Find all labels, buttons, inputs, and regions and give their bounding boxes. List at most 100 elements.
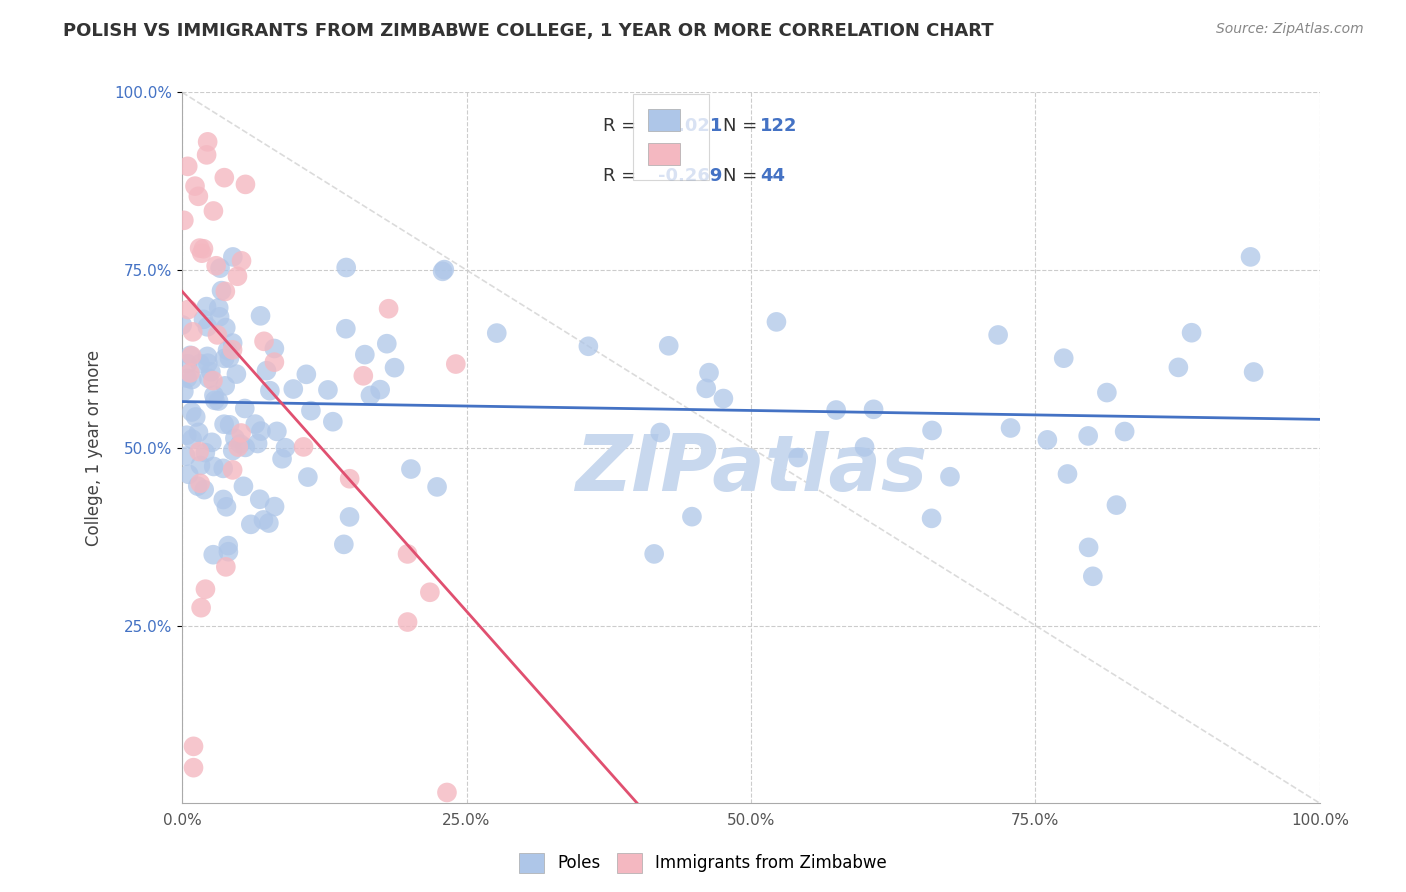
Point [1114, 425, 1136, 439]
Point [252, 513, 274, 527]
Point [226, 269, 249, 284]
Point [862, 402, 884, 417]
Point [173, 384, 195, 399]
Point [274, 441, 297, 455]
Point [225, 367, 247, 381]
Point [180, 349, 202, 363]
Point [245, 417, 267, 431]
Point [195, 350, 218, 364]
Point [322, 415, 344, 429]
Point [295, 368, 318, 382]
Legend: Poles, Immigrants from Zimbabwe: Poles, Immigrants from Zimbabwe [512, 847, 894, 880]
Point [221, 343, 243, 357]
Point [214, 285, 236, 299]
Point [399, 462, 422, 476]
Point [231, 253, 253, 268]
Point [1056, 467, 1078, 481]
Point [212, 417, 235, 432]
Point [229, 437, 252, 451]
Point [200, 365, 222, 379]
Point [1077, 429, 1099, 443]
Point [222, 443, 245, 458]
Point [697, 366, 720, 380]
Point [214, 379, 236, 393]
Text: -0.021: -0.021 [658, 117, 723, 136]
Point [194, 582, 217, 597]
Point [180, 405, 202, 419]
Point [765, 315, 787, 329]
Point [1181, 326, 1204, 340]
Point [1036, 433, 1059, 447]
Point [1167, 360, 1189, 375]
Point [193, 312, 215, 326]
Point [201, 435, 224, 450]
Point [208, 301, 231, 315]
Point [187, 425, 209, 440]
Point [197, 356, 219, 370]
Point [184, 409, 207, 424]
Point [202, 204, 225, 219]
Point [208, 310, 231, 324]
Point [257, 516, 280, 530]
Point [485, 326, 508, 340]
Point [695, 381, 717, 395]
Point [335, 260, 357, 275]
Text: Source: ZipAtlas.com: Source: ZipAtlas.com [1216, 22, 1364, 37]
Point [207, 394, 229, 409]
Point [226, 440, 249, 454]
Point [183, 761, 205, 775]
Point [187, 479, 209, 493]
Point [1081, 569, 1104, 583]
Point [215, 320, 238, 334]
Point [353, 348, 375, 362]
Point [190, 458, 212, 473]
Point [188, 241, 211, 255]
Point [188, 357, 211, 371]
Point [246, 436, 269, 450]
Point [375, 336, 398, 351]
Point [180, 373, 202, 387]
Point [335, 322, 357, 336]
Point [217, 545, 239, 559]
Point [207, 327, 229, 342]
Point [202, 459, 225, 474]
Point [211, 284, 233, 298]
Point [271, 451, 294, 466]
Point [212, 492, 235, 507]
Point [221, 336, 243, 351]
Text: R =: R = [603, 117, 643, 136]
Point [921, 511, 943, 525]
Point [232, 479, 254, 493]
Point [214, 351, 236, 366]
Text: 44: 44 [761, 167, 785, 185]
Point [249, 309, 271, 323]
Point [1053, 351, 1076, 366]
Point [218, 351, 240, 365]
Point [299, 403, 322, 417]
Text: N =: N = [723, 117, 762, 136]
Point [368, 383, 391, 397]
Point [198, 371, 221, 385]
Point [188, 476, 211, 491]
Point [921, 424, 943, 438]
Text: ZIPatlas: ZIPatlas [575, 431, 927, 508]
Point [259, 384, 281, 398]
Text: R =: R = [603, 167, 643, 185]
Point [209, 261, 232, 276]
Point [253, 334, 276, 349]
Point [853, 440, 876, 454]
Point [1095, 385, 1118, 400]
Point [184, 179, 207, 194]
Y-axis label: College, 1 year or more: College, 1 year or more [86, 350, 103, 546]
Point [825, 403, 848, 417]
Point [266, 425, 288, 439]
Point [212, 461, 235, 475]
Point [176, 371, 198, 385]
Point [181, 325, 204, 339]
Point [643, 547, 665, 561]
Point [177, 159, 200, 173]
Point [176, 357, 198, 371]
Point [195, 300, 218, 314]
Point [173, 213, 195, 227]
Point [195, 148, 218, 162]
